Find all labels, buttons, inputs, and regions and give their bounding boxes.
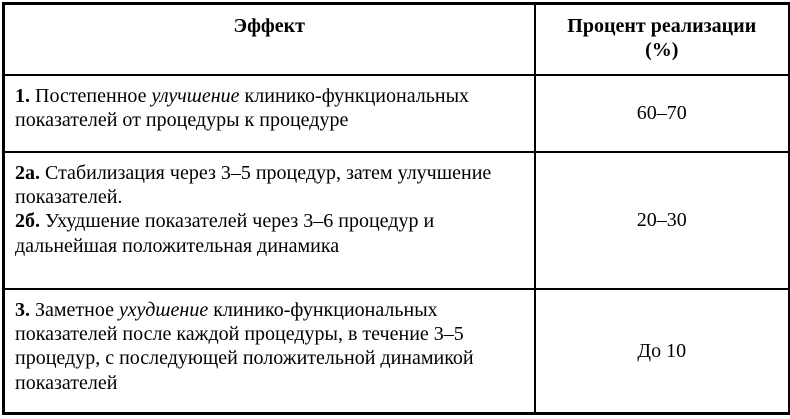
row1-effect-cell: 1. Постепенное улучшение клинико-функцио… xyxy=(2,73,536,153)
row2-effect-cell: 2а. Стабилизация через 3–5 процедур, зат… xyxy=(2,150,536,290)
row3-italic-word: ухудшение xyxy=(119,298,209,321)
row2a-item-number: 2а. xyxy=(15,161,40,184)
row3-item-number: 3. xyxy=(15,298,30,321)
row2-effect-paragraph-b: 2б. Ухудшение показателей через 3–6 проц… xyxy=(15,209,520,258)
table-row-1: 1. Постепенное улучшение клинико-функцио… xyxy=(2,73,790,153)
table-row-3: 3. Заметное ухудшение клинико-функционал… xyxy=(2,287,790,415)
row1-percent-value: 60–70 xyxy=(636,101,687,124)
row2-percent-cell: 20–30 xyxy=(533,150,790,290)
row2a-text-segment: Стабилизация через 3–5 процедур, затем у… xyxy=(15,161,492,208)
row2-effect-paragraph-a: 2а. Стабилизация через 3–5 процедур, зат… xyxy=(15,161,520,210)
header-percent-label-line2: (%) xyxy=(645,39,679,62)
row1-percent-cell: 60–70 xyxy=(533,73,790,153)
row2b-item-number: 2б. xyxy=(15,210,40,233)
row2b-text-segment: Ухудшение показателей через 3–6 процедур… xyxy=(15,210,435,257)
row3-effect-paragraph: 3. Заметное ухудшение клинико-функционал… xyxy=(15,298,520,396)
row1-text-segment: клинико-функциональных показателей от пр… xyxy=(15,84,469,131)
row1-effect-paragraph: 1. Постепенное улучшение клинико-функцио… xyxy=(15,84,520,133)
row2-percent-value: 20–30 xyxy=(636,208,687,231)
row3-text-segment: клинико-функциональных показателей после… xyxy=(15,298,474,394)
row3-text-segment: Заметное xyxy=(30,298,119,321)
row1-text-segment: Постепенное xyxy=(30,84,152,107)
row3-percent-cell: До 10 xyxy=(533,287,790,415)
table-header-row: Эффект Процент реализации (%) xyxy=(2,2,790,76)
row1-item-number: 1. xyxy=(15,84,30,107)
header-percent-label-line1: Процент реализации xyxy=(567,15,757,37)
row1-italic-word: улучшение xyxy=(151,84,240,107)
row3-percent-value: До 10 xyxy=(637,339,687,362)
table-row-2: 2а. Стабилизация через 3–5 процедур, зат… xyxy=(2,150,790,290)
header-cell-percent: Процент реализации (%) xyxy=(533,2,790,76)
header-effect-label: Эффект xyxy=(233,15,305,37)
row3-effect-cell: 3. Заметное ухудшение клинико-функционал… xyxy=(2,287,536,415)
header-cell-effect: Эффект xyxy=(2,2,536,76)
